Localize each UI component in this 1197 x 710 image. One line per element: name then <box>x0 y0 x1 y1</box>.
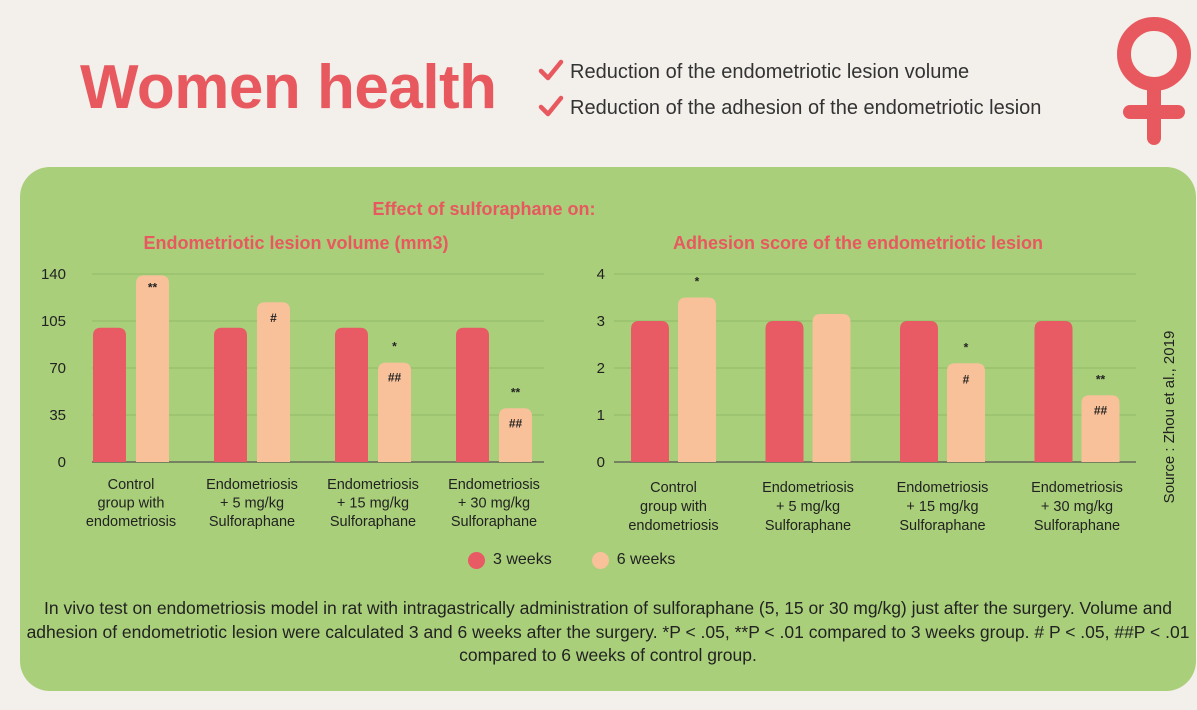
legend-item-3-weeks: 3 weeks <box>468 551 552 569</box>
legend-swatch-3-weeks <box>468 551 485 569</box>
bar-6-weeks <box>499 408 532 462</box>
benefit-item: Reduction of the endometriotic lesion vo… <box>538 54 1041 90</box>
bar-3-weeks <box>335 327 368 462</box>
y-tick-label: 4 <box>597 266 605 283</box>
bar-6-weeks <box>812 313 851 462</box>
source-citation: Source : Zhou et al., 2019 <box>1161 331 1178 504</box>
legend-swatch-6-weeks <box>591 551 609 569</box>
y-tick-label: 0 <box>597 454 605 471</box>
category-label: + 30 mg/kg <box>458 496 530 512</box>
category-label: Endometriosis <box>762 480 854 496</box>
category-label: group with <box>640 499 707 515</box>
bar-3-weeks <box>765 321 804 462</box>
y-tick-label: 3 <box>597 313 605 330</box>
bar-6-weeks <box>947 363 985 462</box>
checkmark-icon <box>538 95 564 117</box>
category-label: Sulforaphane <box>330 514 416 530</box>
legend: 3 weeks 6 weeks <box>468 551 715 569</box>
significance-marker: ** <box>1096 372 1106 386</box>
significance-marker: # <box>963 372 970 386</box>
page-title: Women health <box>80 53 497 122</box>
category-label: Endometriosis <box>327 477 419 493</box>
significance-marker: ** <box>511 385 521 399</box>
category-label: group with <box>98 496 165 512</box>
legend-item-6-weeks: 6 weeks <box>591 551 676 569</box>
category-label: Sulforaphane <box>899 518 985 534</box>
category-label: endometriosis <box>86 514 176 530</box>
bar-6-weeks <box>1081 395 1120 462</box>
category-label: Endometriosis <box>448 477 540 493</box>
significance-marker: ** <box>148 280 158 294</box>
study-footnote: In vivo test on endometriosis model in r… <box>26 598 1190 665</box>
benefit-item: Reduction of the adhesion of the endomet… <box>538 90 1041 126</box>
y-tick-label: 35 <box>49 407 66 424</box>
category-label: Control <box>108 477 155 493</box>
category-label: endometriosis <box>628 518 718 534</box>
significance-marker: # <box>270 311 277 325</box>
legend-label: 6 weeks <box>616 551 676 568</box>
venus-symbol-icon <box>1117 17 1191 145</box>
chart-title: Adhesion score of the endometriotic lesi… <box>673 233 1043 253</box>
significance-marker: ## <box>509 416 523 430</box>
chart-title: Endometriotic lesion volume (mm3) <box>143 233 448 253</box>
category-label: + 5 mg/kg <box>220 496 284 512</box>
y-tick-label: 1 <box>597 407 605 424</box>
category-label: + 30 mg/kg <box>1041 499 1113 515</box>
bar-3-weeks <box>631 321 669 462</box>
category-label: Endometriosis <box>1031 480 1123 496</box>
bar-6-weeks <box>136 275 169 462</box>
y-tick-label: 70 <box>49 360 66 377</box>
benefit-text: Reduction of the endometriotic lesion vo… <box>570 60 970 83</box>
bar-6-weeks <box>378 362 411 462</box>
category-label: + 5 mg/kg <box>776 499 840 515</box>
category-label: + 15 mg/kg <box>906 499 978 515</box>
significance-marker: * <box>392 340 397 354</box>
category-label: Sulforaphane <box>209 514 295 530</box>
bar-6-weeks <box>678 297 716 462</box>
benefit-text: Reduction of the adhesion of the endomet… <box>570 96 1042 119</box>
checkmark-icon <box>538 59 564 81</box>
category-label: Endometriosis <box>206 477 298 493</box>
bar-3-weeks <box>214 327 247 462</box>
significance-marker: ## <box>388 371 402 385</box>
y-tick-label: 2 <box>597 360 605 377</box>
y-tick-label: 105 <box>41 313 66 330</box>
category-label: + 15 mg/kg <box>337 496 409 512</box>
benefit-list: Reduction of the endometriotic lesion vo… <box>538 54 1041 126</box>
significance-marker: * <box>695 275 700 289</box>
legend-label: 3 weeks <box>493 551 552 568</box>
significance-marker: ## <box>1094 403 1108 417</box>
bar-3-weeks <box>456 327 489 462</box>
y-tick-label: 140 <box>41 266 66 283</box>
bar-3-weeks <box>93 327 126 462</box>
bar-6-weeks <box>257 302 290 462</box>
figure-heading: Effect of sulforaphane on: <box>372 199 595 219</box>
category-label: Sulforaphane <box>1034 518 1120 534</box>
charts-area: Effect of sulforaphane on: Source : Zhou… <box>41 199 1178 534</box>
bar-3-weeks <box>900 321 938 462</box>
category-label: Endometriosis <box>897 480 989 496</box>
chart-panel: Effect of sulforaphane on: Source : Zhou… <box>20 167 1196 691</box>
significance-marker: * <box>964 340 969 354</box>
category-label: Sulforaphane <box>451 514 537 530</box>
bar-3-weeks <box>1034 321 1073 462</box>
y-tick-label: 0 <box>58 454 66 471</box>
category-label: Sulforaphane <box>765 518 851 534</box>
category-label: Control <box>650 480 697 496</box>
